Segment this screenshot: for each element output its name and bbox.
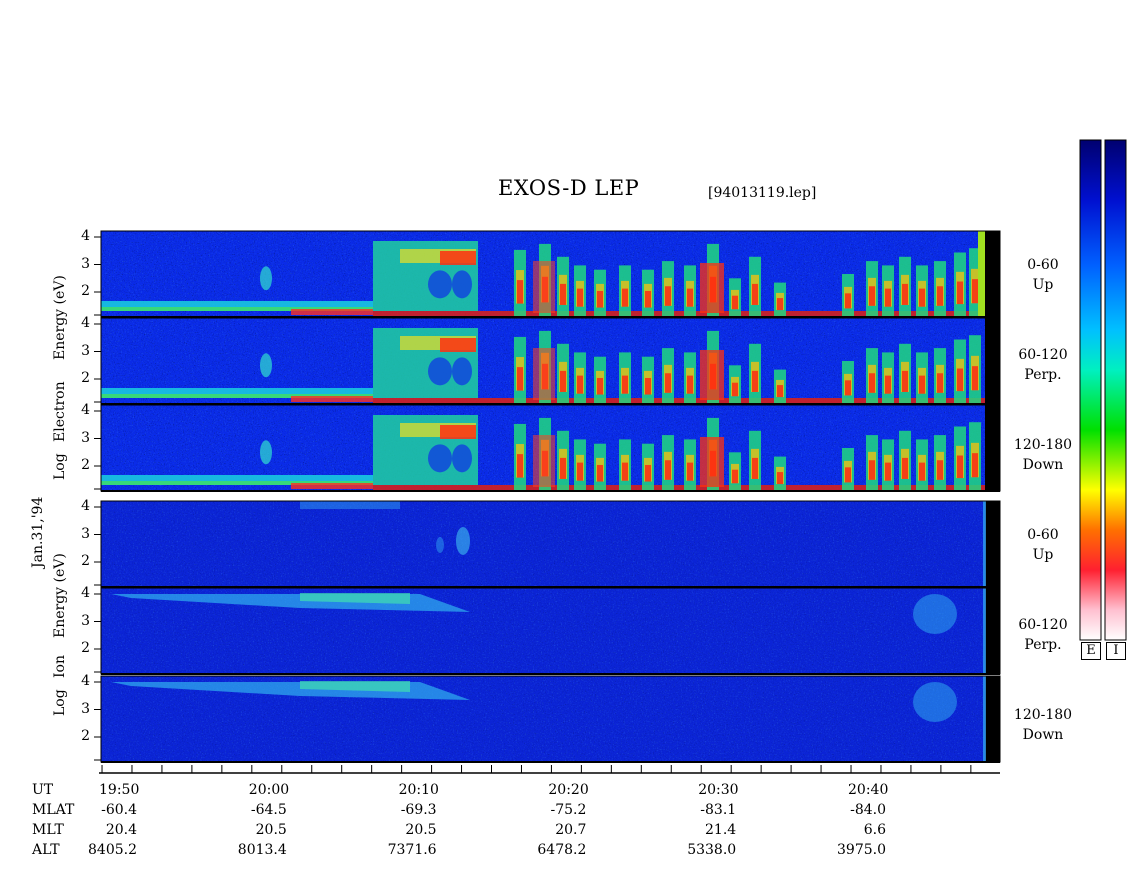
ephemeris-mlat-value: -64.5: [250, 802, 287, 818]
ion-ylabel-line3: Energy (eV): [52, 553, 68, 638]
panel-direction: Up: [1032, 547, 1054, 563]
y-tick-label: 3: [81, 342, 90, 359]
ephemeris-ut-value: 19:50: [99, 782, 140, 798]
ephemeris-ut-value: 20:20: [548, 782, 589, 798]
ephemeris-ut-value: 20:00: [248, 782, 290, 798]
ephemeris-mlat-value: -69.3: [400, 802, 437, 818]
electron-panel-up-label: 0-60 Up: [1008, 255, 1078, 295]
y-tick-label: 4: [81, 498, 90, 514]
y-tick-label: 3: [81, 525, 90, 542]
y-tick-label: 4: [81, 673, 90, 689]
ephemeris-mlat-value: -75.2: [550, 802, 587, 818]
y-tick-label: 3: [81, 429, 90, 446]
ephemeris-alt-value: 6478.2: [537, 842, 587, 858]
y-tick-label: 4: [81, 228, 90, 244]
y-tick-label: 2: [81, 728, 90, 744]
panel-direction: Up: [1032, 277, 1054, 293]
ephemeris-alt-value: 3975.0: [837, 842, 886, 858]
ephemeris-row-label: MLAT: [32, 802, 75, 818]
y-tick-label: 2: [81, 553, 90, 569]
electron-ylabel-line1: Log: [52, 453, 68, 480]
date-label: Jan.31,'94: [30, 496, 46, 568]
ephemeris-alt-value: 8405.2: [88, 842, 137, 858]
y-tick-label: 3: [81, 255, 90, 272]
panel-angle: 0-60: [1027, 527, 1059, 543]
ephemeris-mlt-value: 20.5: [255, 822, 287, 838]
panel-direction: Perp.: [1024, 367, 1062, 383]
ephemeris-mlt-value: 20.4: [105, 822, 137, 838]
ion-panel-up-label: 0-60 Up: [1008, 525, 1078, 565]
panel-angle: 0-60: [1027, 257, 1059, 273]
ion-ylabel-line1: Log: [52, 689, 68, 716]
panel-direction: Perp.: [1024, 637, 1062, 653]
spectrogram-panel: [100, 587, 1001, 675]
spectrogram-panel: [100, 317, 1001, 405]
panel-angle: 120-180: [1013, 707, 1073, 723]
panel-angle: 120-180: [1013, 437, 1073, 453]
ephemeris-row-label: UT: [32, 782, 54, 798]
electron-ylabel-line2: Electron: [52, 381, 68, 442]
y-tick-label: 2: [81, 283, 90, 299]
ephemeris-alt-value: 5338.0: [687, 842, 737, 858]
ephemeris-mlat-value: -84.0: [850, 802, 886, 818]
ephemeris-alt-value: 8013.4: [237, 842, 287, 858]
ephemeris-ut-value: 20:40: [848, 782, 889, 798]
ion-panel-perp-label: 60-120 Perp.: [1008, 615, 1078, 655]
ephemeris-ut-value: 20:30: [698, 782, 739, 798]
ephemeris-row-label: ALT: [32, 842, 60, 858]
y-tick-label: 2: [81, 457, 90, 473]
file-name: [94013119.lep]: [708, 185, 817, 201]
y-tick-label: 2: [81, 640, 90, 656]
y-tick-label: 2: [81, 370, 90, 386]
spectrogram-panel: [100, 230, 1001, 318]
ephemeris-row-label: MLT: [32, 822, 64, 838]
ephemeris-mlat-value: -83.1: [700, 802, 737, 818]
colorbar-label-ion: I: [1106, 642, 1126, 660]
chart-title: EXOS-D LEP: [498, 176, 640, 200]
ephemeris-mlat-value: -60.4: [101, 802, 137, 818]
ephemeris-mlt-value: 21.4: [705, 822, 737, 838]
electron-ylabel-line3: Energy (eV): [52, 275, 68, 360]
ephemeris-ut-value: 20:10: [398, 782, 439, 798]
colorbar-electron: [1079, 139, 1102, 641]
spectrogram-panel: [100, 500, 1001, 588]
ephemeris-mlt-value: 20.5: [405, 822, 437, 838]
electron-panel-perp-label: 60-120 Perp.: [1008, 345, 1078, 385]
y-tick-label: 4: [81, 402, 90, 418]
electron-panel-down-label: 120-180 Down: [1008, 435, 1078, 475]
spectrogram-panel: [100, 404, 1001, 492]
panel-angle: 60-120: [1018, 347, 1068, 363]
panel-direction: Down: [1022, 457, 1064, 473]
y-tick-label: 3: [81, 612, 90, 629]
ion-ylabel-line2: Ion: [52, 655, 68, 678]
spectrogram-panel: [100, 675, 1001, 763]
panel-direction: Down: [1022, 727, 1064, 743]
ephemeris-mlt-value: 6.6: [863, 822, 886, 838]
y-tick-label: 3: [81, 700, 90, 717]
colorbar-label-electron: E: [1081, 642, 1101, 660]
ephemeris-mlt-value: 20.7: [555, 822, 587, 838]
y-tick-label: 4: [81, 315, 90, 331]
y-tick-label: 4: [81, 585, 90, 601]
panel-angle: 60-120: [1018, 617, 1068, 633]
ion-panel-down-label: 120-180 Down: [1008, 705, 1078, 745]
ephemeris-alt-value: 7371.6: [387, 842, 437, 858]
colorbar-ion: [1104, 139, 1127, 641]
